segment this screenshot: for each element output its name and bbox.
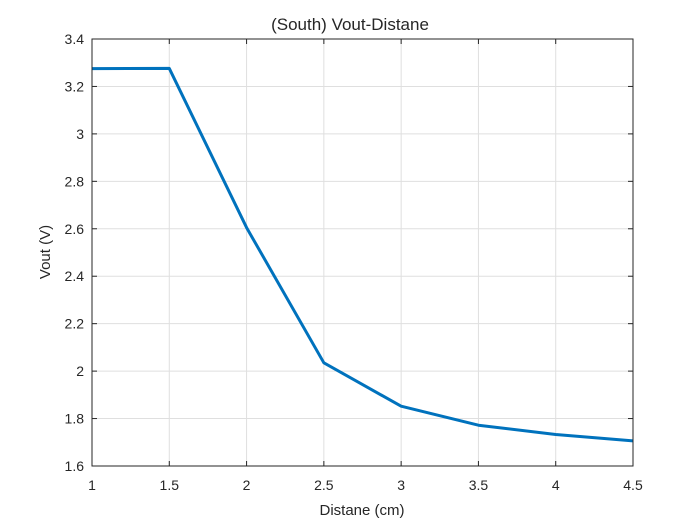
x-tick-label: 4.5 (623, 477, 643, 493)
y-tick-label: 2.6 (65, 221, 85, 237)
x-tick-label: 2 (243, 477, 251, 493)
x-tick-label: 1.5 (160, 477, 180, 493)
x-tick-label: 1 (88, 477, 96, 493)
x-tick-label: 4 (552, 477, 560, 493)
x-tick-label: 3.5 (469, 477, 489, 493)
x-axis-label: Distane (cm) (319, 502, 404, 519)
y-tick-label: 3.2 (65, 78, 85, 94)
y-tick-label: 3 (76, 126, 84, 142)
y-tick-label: 1.8 (65, 411, 85, 427)
y-tick-label: 2 (76, 363, 84, 379)
plot-area (92, 39, 633, 466)
x-tick-label: 2.5 (314, 477, 334, 493)
y-tick-label: 2.4 (65, 268, 85, 284)
y-tick-label: 1.6 (65, 458, 85, 474)
y-axis-label: Vout (V) (37, 225, 54, 279)
chart-title: (South) Vout-Distane (271, 15, 429, 34)
x-tick-label: 3 (397, 477, 405, 493)
y-tick-label: 2.2 (65, 316, 85, 332)
y-tick-label: 2.8 (65, 173, 85, 189)
y-tick-label: 3.4 (65, 31, 85, 47)
